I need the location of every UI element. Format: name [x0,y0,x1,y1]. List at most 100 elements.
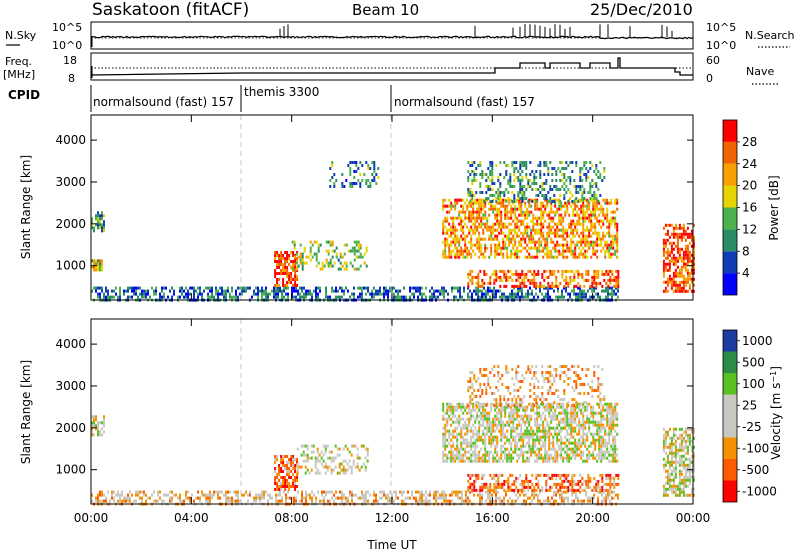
data-cell [567,496,569,500]
data-cell [477,281,480,285]
data-cell [475,275,478,279]
data-cell [189,292,191,296]
data-cell [531,170,534,173]
data-cell [464,237,467,241]
data-cell [452,225,455,229]
data-cell [491,200,494,203]
data-cell [528,240,531,244]
data-cell [560,435,563,439]
data-cell [279,493,281,497]
data-cell [327,240,330,244]
data-cell [553,284,556,288]
data-cell [101,493,103,497]
data-cell [504,198,507,202]
data-cell [533,284,536,288]
data-cell [460,222,463,226]
data-cell [335,286,337,290]
data-cell [512,237,515,241]
data-cell [580,243,583,247]
data-cell [304,453,307,457]
data-cell [299,292,301,296]
data-cell [597,269,600,273]
data-cell [480,402,483,406]
data-cell [662,289,665,293]
data-cell [231,496,233,500]
data-cell [526,216,529,220]
data-cell [263,292,265,296]
data-cell [678,226,681,230]
data-cell [490,405,493,409]
data-cell [498,252,501,256]
data-cell [536,459,539,463]
data-cell [537,269,540,273]
data-cell [355,182,358,185]
data-cell [520,444,523,448]
data-cell [217,496,219,500]
data-cell [477,289,479,293]
data-cell [379,286,381,290]
data-cell [387,499,389,503]
data-cell [173,289,175,293]
data-cell [135,286,137,290]
data-cell [670,250,673,254]
data-cell [575,493,577,497]
data-cell [295,252,298,256]
data-cell [333,185,336,188]
data-cell [584,228,587,232]
data-cell [465,490,467,494]
nave-tick-top: 60 [706,54,720,67]
data-cell [267,493,269,497]
data-cell [558,204,561,208]
data-cell [483,295,485,299]
data-cell [548,438,551,442]
data-cell [582,405,585,409]
data-cell [690,232,693,236]
data-cell [682,286,685,290]
data-cell [282,281,285,284]
data-cell [458,240,461,244]
data-cell [508,453,511,457]
data-cell [482,231,485,235]
data-cell [586,240,589,244]
data-cell [575,284,578,288]
data-cell [534,453,537,457]
data-cell [519,493,521,497]
data-cell [499,278,502,282]
data-cell [496,207,499,211]
data-cell [141,490,143,494]
data-cell [534,243,537,247]
data-cell [294,263,297,266]
data-cell [595,185,598,188]
data-cell [474,408,477,412]
data-cell [276,272,279,275]
data-cell [606,225,609,229]
data-cell [484,441,487,445]
noise-left-tick-top: 10^5 [52,21,82,34]
data-cell [510,207,513,211]
data-cell [277,499,279,503]
data-cell [572,228,575,232]
data-cell [451,499,453,503]
data-cell [688,277,691,281]
data-cell [502,255,505,259]
data-cell [439,496,441,500]
data-cell [584,441,587,445]
data-cell [616,240,619,244]
data-cell [385,292,387,296]
data-cell [554,204,557,208]
data-cell [568,447,571,451]
data-cell [280,482,283,485]
data-cell [678,223,681,227]
data-cell [478,420,481,424]
data-cell [351,493,353,497]
data-cell [587,170,590,173]
data-cell [331,164,334,167]
data-cell [286,257,289,260]
data-cell [478,423,481,427]
data-cell [445,496,447,500]
data-cell [316,447,319,451]
data-cell [286,482,289,485]
data-cell [589,191,592,194]
data-cell [476,405,479,409]
